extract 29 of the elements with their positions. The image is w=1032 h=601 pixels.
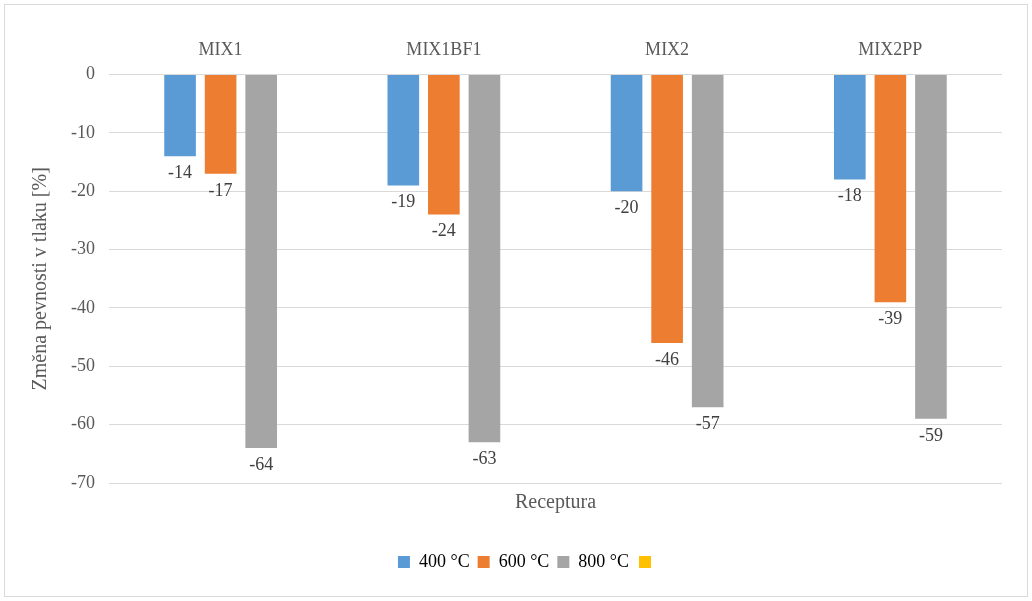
data-label: -17 [208, 179, 233, 200]
data-label: -63 [472, 447, 497, 468]
x-tick-label: MIX1 [198, 38, 243, 59]
data-label: -18 [837, 185, 862, 206]
data-label: -19 [391, 191, 416, 212]
data-label: -24 [431, 220, 456, 241]
y-tick-label: -40 [70, 296, 95, 317]
y-tick-label: -20 [70, 180, 95, 201]
y-tick-label: -50 [70, 355, 95, 376]
y-tick-label: 0 [85, 63, 95, 84]
data-label: -46 [655, 348, 680, 369]
x-tick-label: MIX1BF1 [406, 38, 482, 59]
x-tick-label: MIX2 [645, 38, 690, 59]
legend-label: 600 °C [498, 550, 550, 571]
data-label: -20 [614, 197, 639, 218]
y-tick-label: -60 [70, 413, 95, 434]
data-label: -39 [878, 307, 903, 328]
legend-label: 400 °C [418, 550, 470, 571]
data-label: -57 [695, 412, 720, 433]
y-tick-label: -30 [70, 238, 95, 259]
x-axis-title: Receptura [514, 490, 597, 514]
y-tick-label: -10 [70, 121, 95, 142]
legend-label: 800 °C [578, 550, 630, 571]
y-tick-label: -70 [70, 471, 95, 492]
x-tick-label: MIX2PP [858, 38, 923, 59]
data-label: -64 [249, 453, 274, 474]
data-label: -14 [168, 162, 193, 183]
y-axis-title: Změna pevnosti v tlaku [%] [28, 167, 52, 391]
data-label: -59 [918, 424, 943, 445]
